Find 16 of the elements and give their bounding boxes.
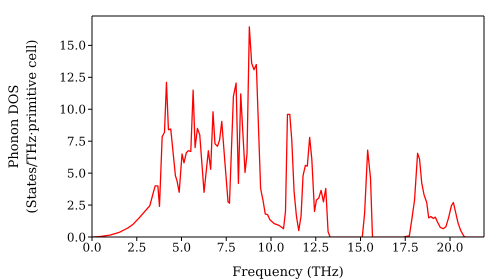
y-tick-label: 7.5	[66, 134, 86, 148]
x-tick-label: 20.0	[436, 240, 464, 255]
x-tick-label: 10.0	[258, 240, 284, 255]
y-tick-label: 5.0	[66, 166, 86, 180]
x-tick-label: 15.0	[347, 240, 374, 255]
x-tick-label: 17.5	[392, 240, 419, 255]
y-tick-label: 10.0	[59, 102, 86, 117]
x-axis-title: Frequency (THz)	[232, 265, 344, 280]
x-tick-label: 2.5	[127, 240, 146, 255]
x-tick-label: 12.5	[302, 240, 330, 255]
y-tick-label: 12.5	[59, 70, 86, 85]
y-tick-label: 2.5	[66, 198, 86, 212]
y-axis-title: Phonon DOS (States/THz·primitive cell)	[7, 39, 40, 214]
y-tick-label: 15.0	[59, 38, 86, 53]
x-tick-label: 7.5	[216, 240, 236, 255]
x-tick-label: 5.0	[172, 240, 192, 255]
